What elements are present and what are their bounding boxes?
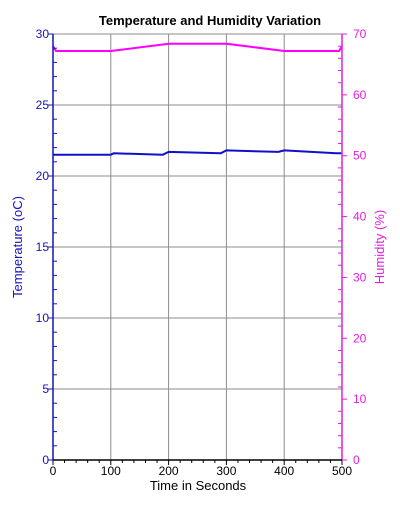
ticks: 0 100 200 300 400 500051015202530010203040506… [36,27,367,478]
series-group [52,42,343,156]
x-tick-label: 200 [159,464,179,478]
right-tick-label: 50 [353,149,367,163]
left-tick-label: 25 [36,98,50,112]
right-tick-label: 20 [353,331,367,345]
temperature-series-line [53,149,342,156]
humidity-series-line [52,42,343,52]
left-tick-label: 15 [36,240,50,254]
left-tick-label: 20 [36,169,50,183]
right-tick-label: 0 [353,453,360,467]
x-tick-label: 400 [274,464,294,478]
x-tick-label: 100 [101,464,121,478]
left-axis-title: Temperature (oC) [10,196,25,298]
right-tick-label: 60 [353,88,367,102]
right-tick-label: 40 [353,210,367,224]
right-tick-label: 30 [353,270,367,284]
right-tick-label: 10 [353,392,367,406]
x-tick-label: 500 [332,464,352,478]
x-tick-label: 0 [50,464,57,478]
left-tick-label: 30 [36,27,50,41]
x-axis-title: Time in Seconds [150,478,247,493]
grid [52,33,343,461]
left-tick-label: 10 [36,311,50,325]
x-tick-label: 300 [216,464,236,478]
right-axis-title: Humidity (%) [372,210,387,284]
left-tick-label: 5 [42,382,49,396]
right-tick-label: 70 [353,27,367,41]
chart-title: Temperature and Humidity Variation [99,13,321,28]
left-tick-label: 0 [42,453,49,467]
